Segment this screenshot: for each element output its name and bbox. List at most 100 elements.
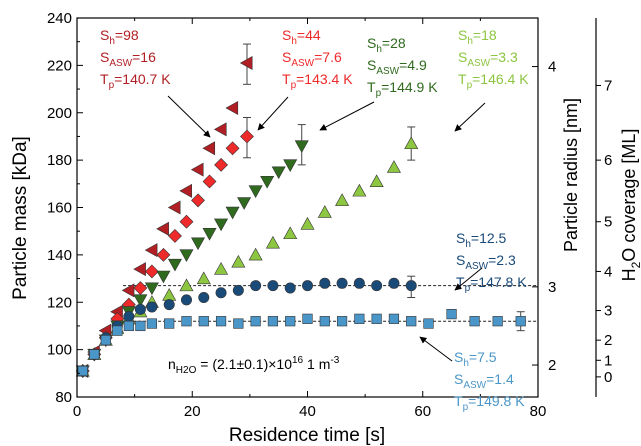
series-label-line: Tp=149.8 K — [454, 393, 525, 413]
data-point — [146, 318, 158, 329]
data-point — [168, 229, 182, 243]
data-point — [179, 278, 194, 292]
radius-tick-label: 3 — [548, 279, 556, 296]
data-point — [352, 183, 367, 197]
data-point — [248, 247, 263, 261]
series-label-line: SASW=4.9 — [367, 57, 427, 77]
data-point — [123, 310, 135, 322]
data-point — [423, 318, 434, 329]
data-point — [214, 261, 229, 275]
data-point — [180, 294, 192, 306]
fit-lines — [123, 285, 538, 322]
data-point — [267, 280, 279, 292]
data-point — [302, 313, 313, 324]
data-point — [492, 316, 503, 327]
y-tick-label: 100 — [47, 342, 72, 359]
data-point — [167, 258, 182, 272]
data-point — [77, 365, 88, 377]
data-point — [196, 271, 211, 285]
data-point — [317, 205, 332, 218]
series-label-line: SASW=3.3 — [458, 49, 518, 69]
series-label-line: Sh=28 — [367, 35, 406, 55]
series-label-line: Sh=7.5 — [454, 349, 497, 369]
series-label-arrow — [257, 96, 289, 131]
coverage-tick-label: 2 — [604, 332, 612, 349]
data-point — [146, 301, 158, 313]
data-point — [388, 313, 400, 324]
data-point — [225, 206, 240, 220]
x-axis-label: Residence time [s] — [229, 425, 385, 446]
data-point — [144, 264, 159, 279]
data-point — [336, 316, 348, 327]
data-point — [469, 316, 480, 327]
y-tick-label: 80 — [55, 389, 72, 406]
data-point — [386, 160, 401, 173]
data-point — [371, 313, 382, 324]
data-point — [181, 316, 192, 327]
x-tick-label: 80 — [530, 403, 547, 420]
axes: 0 20 40 60 808010012014016018020022024023401… — [47, 10, 612, 420]
data-point — [231, 254, 246, 268]
data-point — [515, 316, 526, 327]
y-tick-label: 220 — [47, 57, 72, 74]
data-point — [144, 243, 158, 258]
y-tick-label: 200 — [47, 105, 72, 122]
data-point — [89, 349, 100, 360]
data-point — [215, 287, 227, 299]
right-axis-1-label: Particle radius [nm] — [561, 98, 581, 252]
series-label-line: Tp=144.9 K — [367, 79, 438, 99]
data-point — [191, 237, 206, 251]
data-point — [294, 140, 309, 154]
data-point — [354, 313, 365, 324]
series-label-line: SASW=16 — [100, 49, 156, 69]
series-label-line: SASW=1.4 — [454, 371, 514, 391]
data-point — [271, 166, 286, 180]
data-point — [135, 320, 146, 332]
coverage-tick-label: 0 — [604, 369, 612, 386]
data-point — [202, 141, 216, 156]
data-point — [369, 174, 384, 187]
x-tick-label: 40 — [299, 403, 316, 420]
data-point — [225, 101, 239, 116]
data-point — [163, 299, 175, 311]
data-point — [232, 284, 244, 296]
series-label-arrow — [419, 336, 453, 362]
data-point — [233, 318, 244, 329]
data-point — [319, 277, 331, 289]
x-tick-label: 60 — [414, 403, 431, 420]
data-point — [265, 235, 280, 249]
data-point — [156, 221, 169, 236]
data-point — [162, 288, 177, 301]
data-point — [133, 294, 148, 307]
data-points — [75, 43, 526, 379]
data-point — [164, 318, 175, 329]
series-label-arrow — [319, 101, 375, 131]
series-label-line: SASW=7.6 — [282, 49, 342, 69]
data-point — [144, 282, 159, 296]
series-label-arrow — [454, 102, 486, 132]
data-point — [335, 193, 350, 206]
data-point — [283, 159, 298, 172]
data-point — [283, 226, 298, 240]
coverage-tick-label: 5 — [604, 214, 612, 231]
data-point — [371, 280, 383, 292]
data-point — [179, 249, 194, 262]
data-point — [319, 316, 330, 327]
coverage-tick-label: 7 — [604, 78, 612, 95]
data-point — [239, 55, 253, 71]
data-point — [202, 228, 217, 241]
data-point — [406, 316, 417, 327]
data-point — [214, 157, 228, 172]
data-point — [404, 136, 419, 150]
data-point — [191, 193, 205, 208]
series-label-line: Tp=140.7 K — [100, 71, 171, 91]
data-point — [250, 316, 261, 327]
data-point — [198, 316, 209, 327]
data-point — [121, 283, 135, 298]
data-point — [301, 280, 313, 292]
coverage-tick-label: 6 — [604, 152, 612, 169]
data-point — [133, 281, 148, 295]
data-point — [214, 218, 229, 232]
data-point — [213, 122, 227, 137]
